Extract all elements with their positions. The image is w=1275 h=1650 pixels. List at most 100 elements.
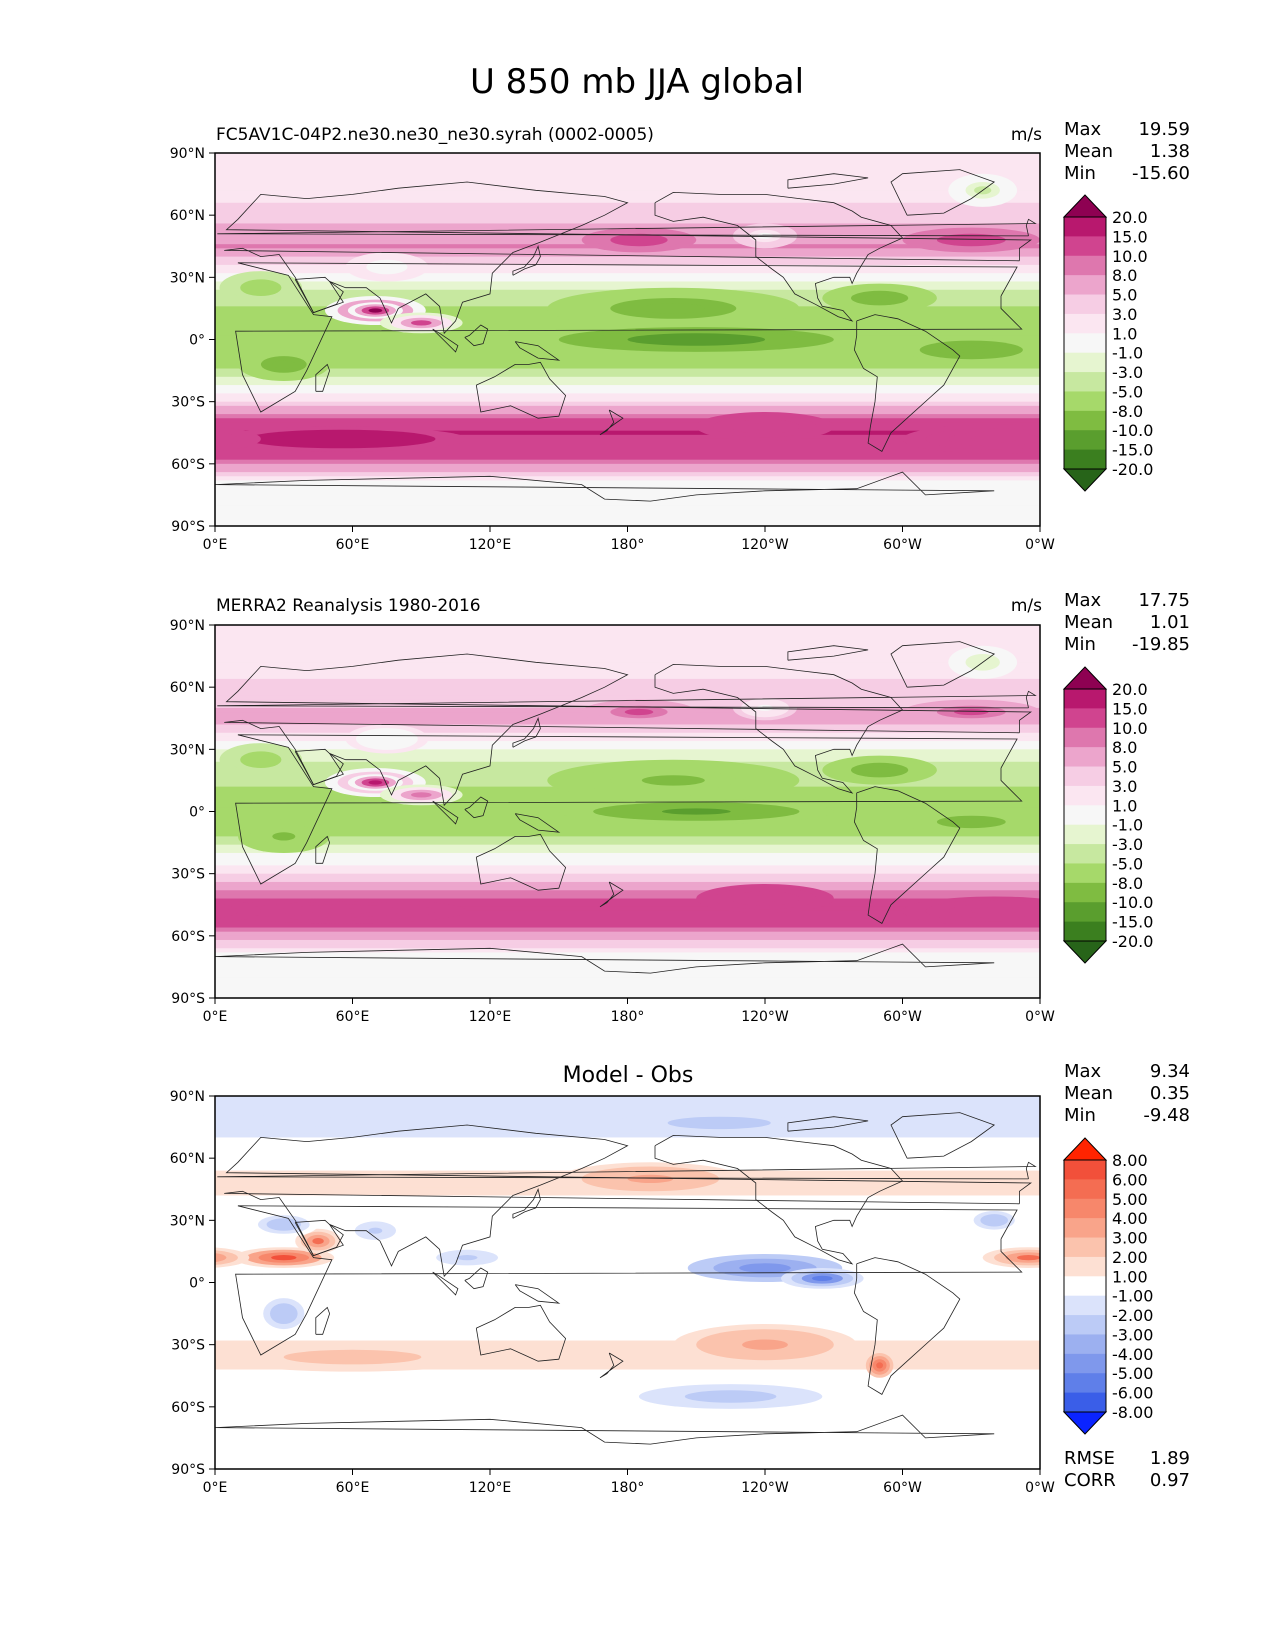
field-strip [215, 285, 1040, 291]
field-strip [215, 443, 1040, 448]
field-strip [215, 968, 1040, 974]
field-strip [215, 194, 1040, 200]
field-strip [215, 1241, 1040, 1246]
panel-units: m/s [1011, 125, 1042, 145]
colorbar-label: -3.0 [1112, 835, 1143, 854]
stat-value: 1.01 [1150, 612, 1190, 633]
colorbar-segment [1064, 217, 1106, 237]
field-strip [215, 480, 1040, 486]
coastline [787, 1116, 869, 1132]
field-strip [215, 182, 1040, 187]
y-tick-label: 90°N [170, 1089, 205, 1105]
field-strip [215, 455, 1040, 461]
field-strip [215, 844, 1040, 850]
field-contour [215, 1250, 238, 1265]
field-strip [215, 1286, 1040, 1292]
colorbar-segment [1064, 255, 1106, 276]
field-contour [411, 320, 432, 326]
colorbar-segment [1064, 1256, 1106, 1277]
field-strip [215, 1328, 1040, 1333]
x-tick-label: 120°E [469, 1009, 512, 1025]
colorbar-segment [1064, 902, 1106, 923]
field-contour [318, 1353, 387, 1361]
field-strip [215, 219, 1040, 225]
colorbar-label: 15.0 [1112, 699, 1148, 718]
field-strip [215, 1104, 1040, 1110]
field-strip [215, 840, 1040, 846]
coastline [235, 734, 1023, 885]
stat-value: 17.75 [1138, 590, 1190, 611]
stat-label: Min [1064, 634, 1096, 655]
field-strip [215, 1220, 1040, 1226]
field-strip [215, 919, 1040, 924]
field-strip [215, 894, 1040, 900]
field-contour [747, 422, 783, 431]
field-strip [215, 1357, 1040, 1362]
coastline [217, 690, 1037, 709]
field-strip [215, 658, 1040, 663]
stat-value: 0.97 [1150, 1470, 1190, 1491]
coastline [294, 276, 344, 314]
colorbar-segment [1064, 844, 1106, 864]
field-strip [215, 1257, 1040, 1263]
colorbar-label: 5.0 [1112, 758, 1137, 777]
field-strip [215, 202, 1040, 208]
colorbar-segment [1064, 391, 1106, 412]
colorbar-label: -3.00 [1112, 1326, 1153, 1345]
field-strip [215, 1402, 1040, 1408]
coastline [464, 796, 489, 819]
colorbar-label: -1.00 [1112, 1287, 1153, 1306]
x-tick-label: 60°E [336, 1480, 370, 1496]
y-tick-label: 30°N [170, 270, 205, 286]
field-strip [215, 1415, 1040, 1420]
coastline [217, 1161, 1037, 1180]
coastline [853, 1257, 961, 1395]
colorbar-segment [1064, 430, 1106, 451]
y-tick-label: 0° [189, 1276, 205, 1292]
colorbar-label: 1.0 [1112, 796, 1137, 815]
field-strip [215, 1315, 1040, 1321]
colorbar-label: -15.0 [1112, 441, 1153, 460]
colorbar-extend-max [1062, 194, 1108, 218]
field-strip [215, 198, 1040, 204]
colorbar-segment [1064, 1276, 1106, 1297]
field-strip [215, 881, 1040, 887]
field-strip [215, 1423, 1040, 1429]
field-strip [215, 521, 1040, 526]
field-strip [215, 1311, 1040, 1317]
field-strip [215, 260, 1040, 266]
field-strip [215, 1224, 1040, 1230]
colorbar-label: -4.00 [1112, 1345, 1153, 1364]
field-contour [276, 1308, 291, 1319]
field-strip [215, 1270, 1040, 1275]
field-strip [215, 931, 1040, 937]
field-strip [215, 1386, 1040, 1391]
map-field [215, 625, 1040, 998]
colorbar-label: -5.00 [1112, 1364, 1153, 1383]
stat-label: RMSE [1064, 1448, 1115, 1469]
y-tick-label: 30°S [171, 1338, 205, 1354]
field-strip [215, 654, 1040, 659]
coastline [475, 833, 567, 891]
colorbar-label: 5.00 [1112, 1190, 1148, 1209]
field-strip [215, 902, 1040, 908]
field-strip [215, 728, 1040, 734]
coastline [315, 1306, 331, 1335]
coastline [464, 324, 489, 347]
colorbar-label: 2.00 [1112, 1248, 1148, 1267]
field-strip [215, 906, 1040, 912]
field-strip [215, 1369, 1040, 1375]
field-strip [215, 848, 1040, 854]
x-tick-label: 0°E [203, 1480, 228, 1496]
field-strip [215, 360, 1040, 365]
field-strip [215, 1141, 1040, 1147]
field-strip [215, 935, 1040, 941]
field-strip [215, 1265, 1040, 1271]
score-block: RMSE 1.89 CORR 0.97 [1064, 1448, 1190, 1491]
colorbar-segment [1064, 275, 1106, 295]
coastline [514, 341, 561, 361]
field-strip [215, 749, 1040, 755]
field-contour [971, 907, 1018, 915]
field-strip [215, 1278, 1040, 1284]
field-strip [215, 1290, 1040, 1296]
